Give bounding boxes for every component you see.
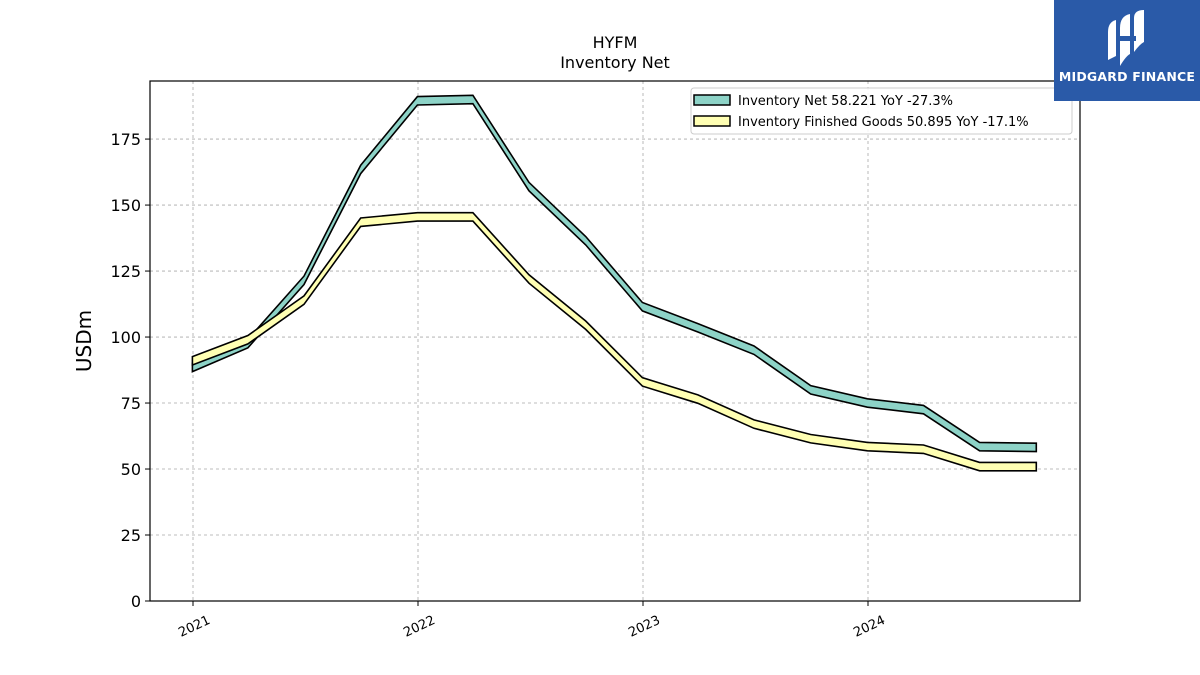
plot-frame: [149, 80, 1081, 602]
x-axis: 2021 2022 2023 2024: [176, 601, 888, 641]
y-tick-label: 75: [121, 394, 141, 413]
y-tick-label: 100: [110, 328, 141, 347]
y-axis-label: USDm: [72, 310, 96, 372]
legend-box: [690, 87, 1073, 135]
brand-logo: MIDGARD FINANCE: [1054, 0, 1200, 101]
x-tick-label: 2023: [626, 613, 662, 641]
legend-label-inventory-net: Inventory Net 58.221 YoY -27.3%: [738, 94, 953, 109]
chart-title: HYFM: [593, 33, 638, 52]
y-tick-label: 125: [110, 262, 141, 281]
series-line-inventory-net: [191, 94, 1038, 453]
y-tick-label: 25: [121, 526, 141, 545]
y-tick-label: 0: [131, 592, 141, 611]
brand-name: MIDGARD FINANCE: [1058, 69, 1196, 84]
x-tick-label: 2021: [176, 613, 212, 641]
legend-label-inventory-finished-goods: Inventory Finished Goods 50.895 YoY -17.…: [738, 115, 1029, 130]
series-layer: [191, 94, 1038, 472]
series-line-inventory-finished-goods: [191, 211, 1038, 472]
legend-swatch-inventory-net: [693, 94, 731, 106]
y-tick-label: 175: [110, 130, 141, 149]
legend-swatch-inventory-finished-goods: [693, 115, 731, 127]
y-axis: 0 25 50 75 100 125 150 175: [110, 130, 150, 611]
brand-logo-icon: [1108, 10, 1144, 66]
chart-subtitle: Inventory Net: [560, 53, 670, 72]
y-tick-label: 50: [121, 460, 141, 479]
y-tick-label: 150: [110, 196, 141, 215]
x-tick-label: 2024: [851, 613, 887, 641]
grid: [150, 81, 1080, 602]
x-tick-label: 2022: [401, 613, 437, 641]
legend: Inventory Net 58.221 YoY -27.3% Inventor…: [690, 87, 1073, 135]
